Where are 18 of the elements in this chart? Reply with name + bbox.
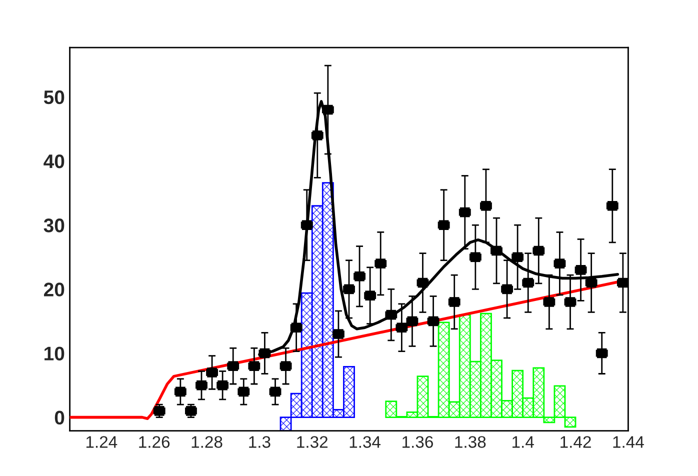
y-tick-label: 40 (44, 154, 64, 168)
point (618, 278, 628, 288)
x-tick-label: 1.34 (350, 436, 381, 448)
x-tick-label: 1.24 (86, 436, 118, 448)
y-tick-label: 0 (54, 410, 64, 425)
x-tick-label: 1.32 (297, 436, 328, 448)
x-tick-label: 1.4 (512, 436, 534, 448)
y-tick-label: 20 (44, 282, 64, 296)
y-tick-label: 10 (44, 346, 64, 360)
y-tick-label: 50 (44, 90, 64, 104)
x-tick-label: 1.28 (192, 436, 222, 448)
y-tick-label: 30 (44, 218, 64, 232)
x-tick-label: 1.36 (402, 436, 433, 448)
x-tick-label: 1.42 (560, 436, 591, 448)
x-tick-label: 1.38 (455, 436, 486, 448)
x-tick-label: 1.3 (249, 436, 270, 448)
x-tick-label: 1.26 (139, 436, 170, 448)
x-tick-label: 1.44 (613, 436, 644, 448)
